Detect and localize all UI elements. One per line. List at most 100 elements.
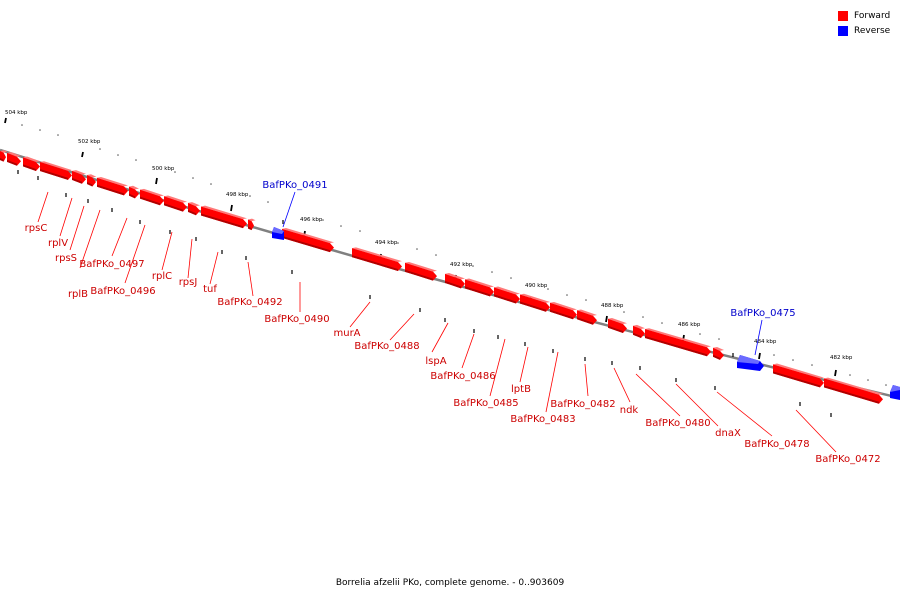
forward-gene-shadow [87, 182, 93, 187]
legend: Forward Reverse [838, 8, 890, 38]
gene-label-BafPKo_0492: BafPKo_0492 [217, 297, 282, 308]
forward-gene-shadow [72, 177, 82, 184]
forward-gene[interactable] [577, 310, 597, 325]
scale-minor-ticks [21, 124, 887, 386]
forward-gene-top [520, 293, 550, 303]
forward-gene-shadow [577, 317, 593, 325]
forward-gene-shadow [550, 309, 573, 320]
scale-label: 486 kbp [678, 322, 701, 328]
gene-label-rplB: rplB [68, 289, 88, 300]
gene-label-BafPKo_0475: BafPKo_0475 [730, 308, 795, 319]
legend-swatch-forward [838, 10, 848, 21]
forward-gene-top [23, 156, 40, 163]
forward-gene-top [248, 218, 256, 222]
forward-gene[interactable] [824, 378, 883, 404]
forward-gene[interactable] [773, 364, 824, 388]
forward-gene-top [773, 363, 824, 379]
forward-gene[interactable] [201, 206, 247, 229]
forward-gene[interactable] [97, 177, 128, 196]
forward-genes [0, 150, 883, 404]
forward-gene-shadow [445, 280, 461, 289]
legend-label-forward: Forward [854, 10, 891, 21]
forward-gene-top [72, 170, 86, 175]
forward-gene[interactable] [164, 196, 187, 212]
forward-gene[interactable] [40, 162, 72, 180]
forward-gene-shadow [23, 164, 36, 172]
forward-gene-top [164, 195, 187, 203]
forward-gene-top [282, 228, 334, 244]
forward-gene-shadow [248, 226, 252, 231]
forward-gene-top [405, 261, 437, 272]
gene-label-lptB: lptB [511, 384, 531, 395]
forward-gene[interactable] [645, 329, 711, 357]
scale-label: 496 kbp [300, 217, 323, 223]
forward-gene[interactable] [550, 302, 577, 320]
forward-gene[interactable] [465, 279, 494, 297]
gene-label-ndk: ndk [620, 405, 639, 416]
forward-gene-shadow [494, 294, 516, 304]
forward-gene-shadow [140, 196, 160, 206]
forward-gene-shadow [645, 336, 707, 357]
forward-gene-top [577, 309, 597, 316]
legend-item-forward: Forward [838, 8, 890, 23]
forward-gene-shadow [633, 332, 641, 339]
forward-gene-shadow [282, 235, 330, 253]
forward-gene-shadow [129, 193, 135, 199]
forward-gene-top [188, 202, 200, 207]
gene-label-murA: murA [333, 328, 360, 339]
gene-label-BafPKo_0497: BafPKo_0497 [79, 259, 144, 270]
forward-gene-top [608, 318, 627, 325]
forward-gene-top [87, 174, 97, 178]
legend-item-reverse: Reverse [838, 23, 890, 38]
gene-ticks [17, 170, 832, 417]
gene-BafPKo_0491-top [272, 227, 284, 234]
forward-gene-shadow [608, 325, 623, 334]
forward-gene[interactable] [494, 287, 520, 304]
scale-label: 498 kbp [226, 192, 249, 198]
forward-gene[interactable] [445, 273, 465, 289]
legend-swatch-reverse [838, 25, 848, 36]
scale-major-ticks [4, 117, 837, 377]
forward-gene-shadow [0, 158, 4, 162]
gene-label-BafPKo_0480: BafPKo_0480 [645, 418, 710, 429]
forward-gene-shadow [520, 301, 546, 312]
forward-gene-shadow [7, 159, 17, 166]
scale-label: 484 kbp [754, 339, 777, 345]
gene-label-rplV: rplV [48, 238, 68, 249]
forward-gene-top [645, 328, 711, 348]
scale-label: 494 kbp [375, 240, 398, 246]
forward-gene[interactable] [608, 318, 627, 334]
scale-label: 500 kbp [152, 166, 175, 172]
forward-gene-top [129, 185, 139, 190]
forward-gene[interactable] [405, 262, 437, 281]
scale-label: 502 kbp [78, 139, 101, 145]
gene-label-tuf: tuf [203, 284, 217, 295]
scale-label: 492 kbp [450, 262, 473, 268]
forward-gene-top [494, 286, 520, 295]
gene-label-BafPKo_0485: BafPKo_0485 [453, 398, 518, 409]
forward-gene-shadow [465, 286, 490, 297]
gene-label-BafPKo_0483: BafPKo_0483 [510, 414, 575, 425]
forward-gene-top [550, 302, 577, 311]
gene-label-rplC: rplC [152, 271, 172, 282]
forward-gene-top [7, 152, 21, 157]
gene-label-rpsS: rpsS [55, 253, 77, 264]
forward-gene[interactable] [282, 228, 334, 253]
gene-label-BafPKo_0490: BafPKo_0490 [264, 314, 329, 325]
forward-gene[interactable] [352, 248, 402, 271]
forward-gene-shadow [352, 255, 398, 271]
forward-gene-shadow [773, 371, 820, 388]
legend-label-reverse: Reverse [854, 25, 891, 36]
forward-gene-top [633, 324, 645, 330]
label-leader-lines [37, 191, 837, 453]
scale-label: 488 kbp [601, 303, 624, 309]
forward-gene[interactable] [140, 189, 164, 206]
forward-gene-shadow [713, 354, 720, 360]
forward-gene-top [445, 273, 465, 280]
forward-gene-top [465, 278, 494, 288]
forward-gene[interactable] [520, 294, 550, 312]
forward-gene-shadow [40, 169, 68, 180]
gene-label-BafPKo_0472: BafPKo_0472 [815, 454, 880, 465]
gene-label-BafPKo_0491: BafPKo_0491 [262, 180, 327, 191]
gene-label-lspA: lspA [425, 356, 446, 367]
